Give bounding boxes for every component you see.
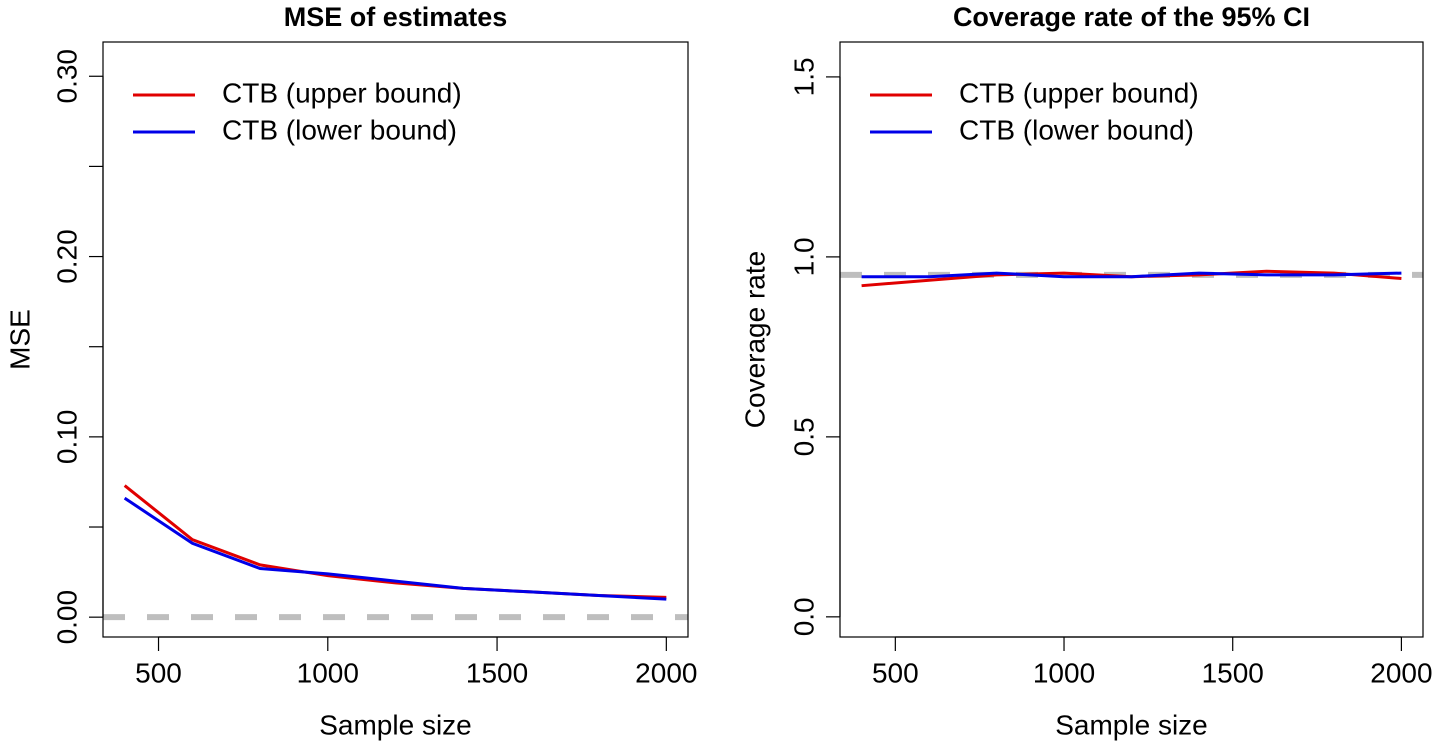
x-tick-label: 1500 <box>1202 657 1264 688</box>
legend-label: CTB (upper bound) <box>222 77 462 108</box>
y-tick-label: 0.30 <box>51 49 82 104</box>
x-tick-label: 1000 <box>297 657 359 688</box>
y-tick-label: 0.20 <box>51 229 82 284</box>
x-tick-label: 1500 <box>466 657 528 688</box>
legend-label: CTB (lower bound) <box>959 114 1194 145</box>
x-tick-label: 500 <box>872 657 919 688</box>
y-tick-label: 0.10 <box>51 410 82 465</box>
x-tick-label: 500 <box>135 657 182 688</box>
series-line <box>861 271 1402 279</box>
series-line <box>123 496 667 601</box>
legend-label: CTB (upper bound) <box>959 77 1199 108</box>
x-tick-label: 2000 <box>635 657 697 688</box>
chart-title: Coverage rate of the 95% CI <box>953 2 1310 32</box>
y-axis-label: Coverage rate <box>739 251 770 428</box>
y-tick-label: 0.0 <box>788 597 819 636</box>
legend-label: CTB (lower bound) <box>222 114 457 145</box>
y-tick-label: 0.00 <box>51 590 82 645</box>
chart-title: MSE of estimates <box>284 2 508 32</box>
y-tick-label: 0.5 <box>788 417 819 456</box>
y-tick-label: 1.5 <box>788 57 819 96</box>
x-tick-label: 2000 <box>1370 657 1432 688</box>
x-tick-label: 1000 <box>1033 657 1095 688</box>
x-axis-label: Sample size <box>319 709 472 740</box>
y-tick-label: 1.0 <box>788 237 819 276</box>
y-axis-label: MSE <box>4 309 35 370</box>
x-axis-label: Sample size <box>1055 709 1208 740</box>
